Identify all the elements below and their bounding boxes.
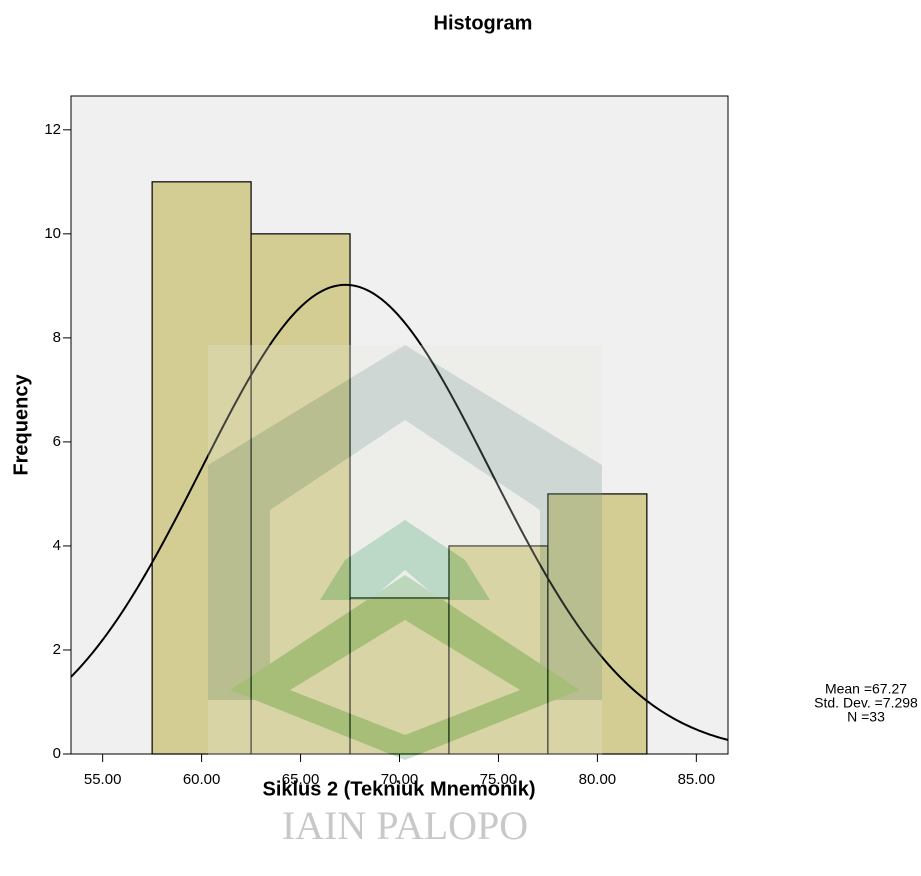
y-tick-label: 12 bbox=[44, 121, 61, 138]
y-tick-label: 2 bbox=[53, 641, 61, 658]
x-tick-label: 85.00 bbox=[678, 771, 716, 788]
y-tick-label: 10 bbox=[44, 225, 61, 242]
y-tick-label: 0 bbox=[53, 745, 61, 762]
x-tick-label: 65.00 bbox=[282, 771, 320, 788]
watermark-text: IAIN PALOPO bbox=[282, 803, 528, 848]
y-tick-label: 6 bbox=[53, 433, 61, 450]
x-tick-label: 55.00 bbox=[84, 771, 122, 788]
stat-label: N =33 bbox=[847, 709, 885, 725]
chart-title: Histogram bbox=[434, 12, 533, 34]
chart: Histogram Siklus 2 (Tekniuk Mnemonik) Fr… bbox=[0, 0, 921, 871]
y-tick-label: 8 bbox=[53, 329, 61, 346]
y-axis-label: Frequency bbox=[10, 374, 32, 476]
x-tick-label: 75.00 bbox=[480, 771, 518, 788]
y-tick-label: 4 bbox=[53, 537, 61, 554]
watermark-logo bbox=[208, 345, 602, 760]
x-tick-label: 80.00 bbox=[579, 771, 617, 788]
x-tick-label: 60.00 bbox=[183, 771, 221, 788]
x-tick-label: 70.00 bbox=[381, 771, 419, 788]
